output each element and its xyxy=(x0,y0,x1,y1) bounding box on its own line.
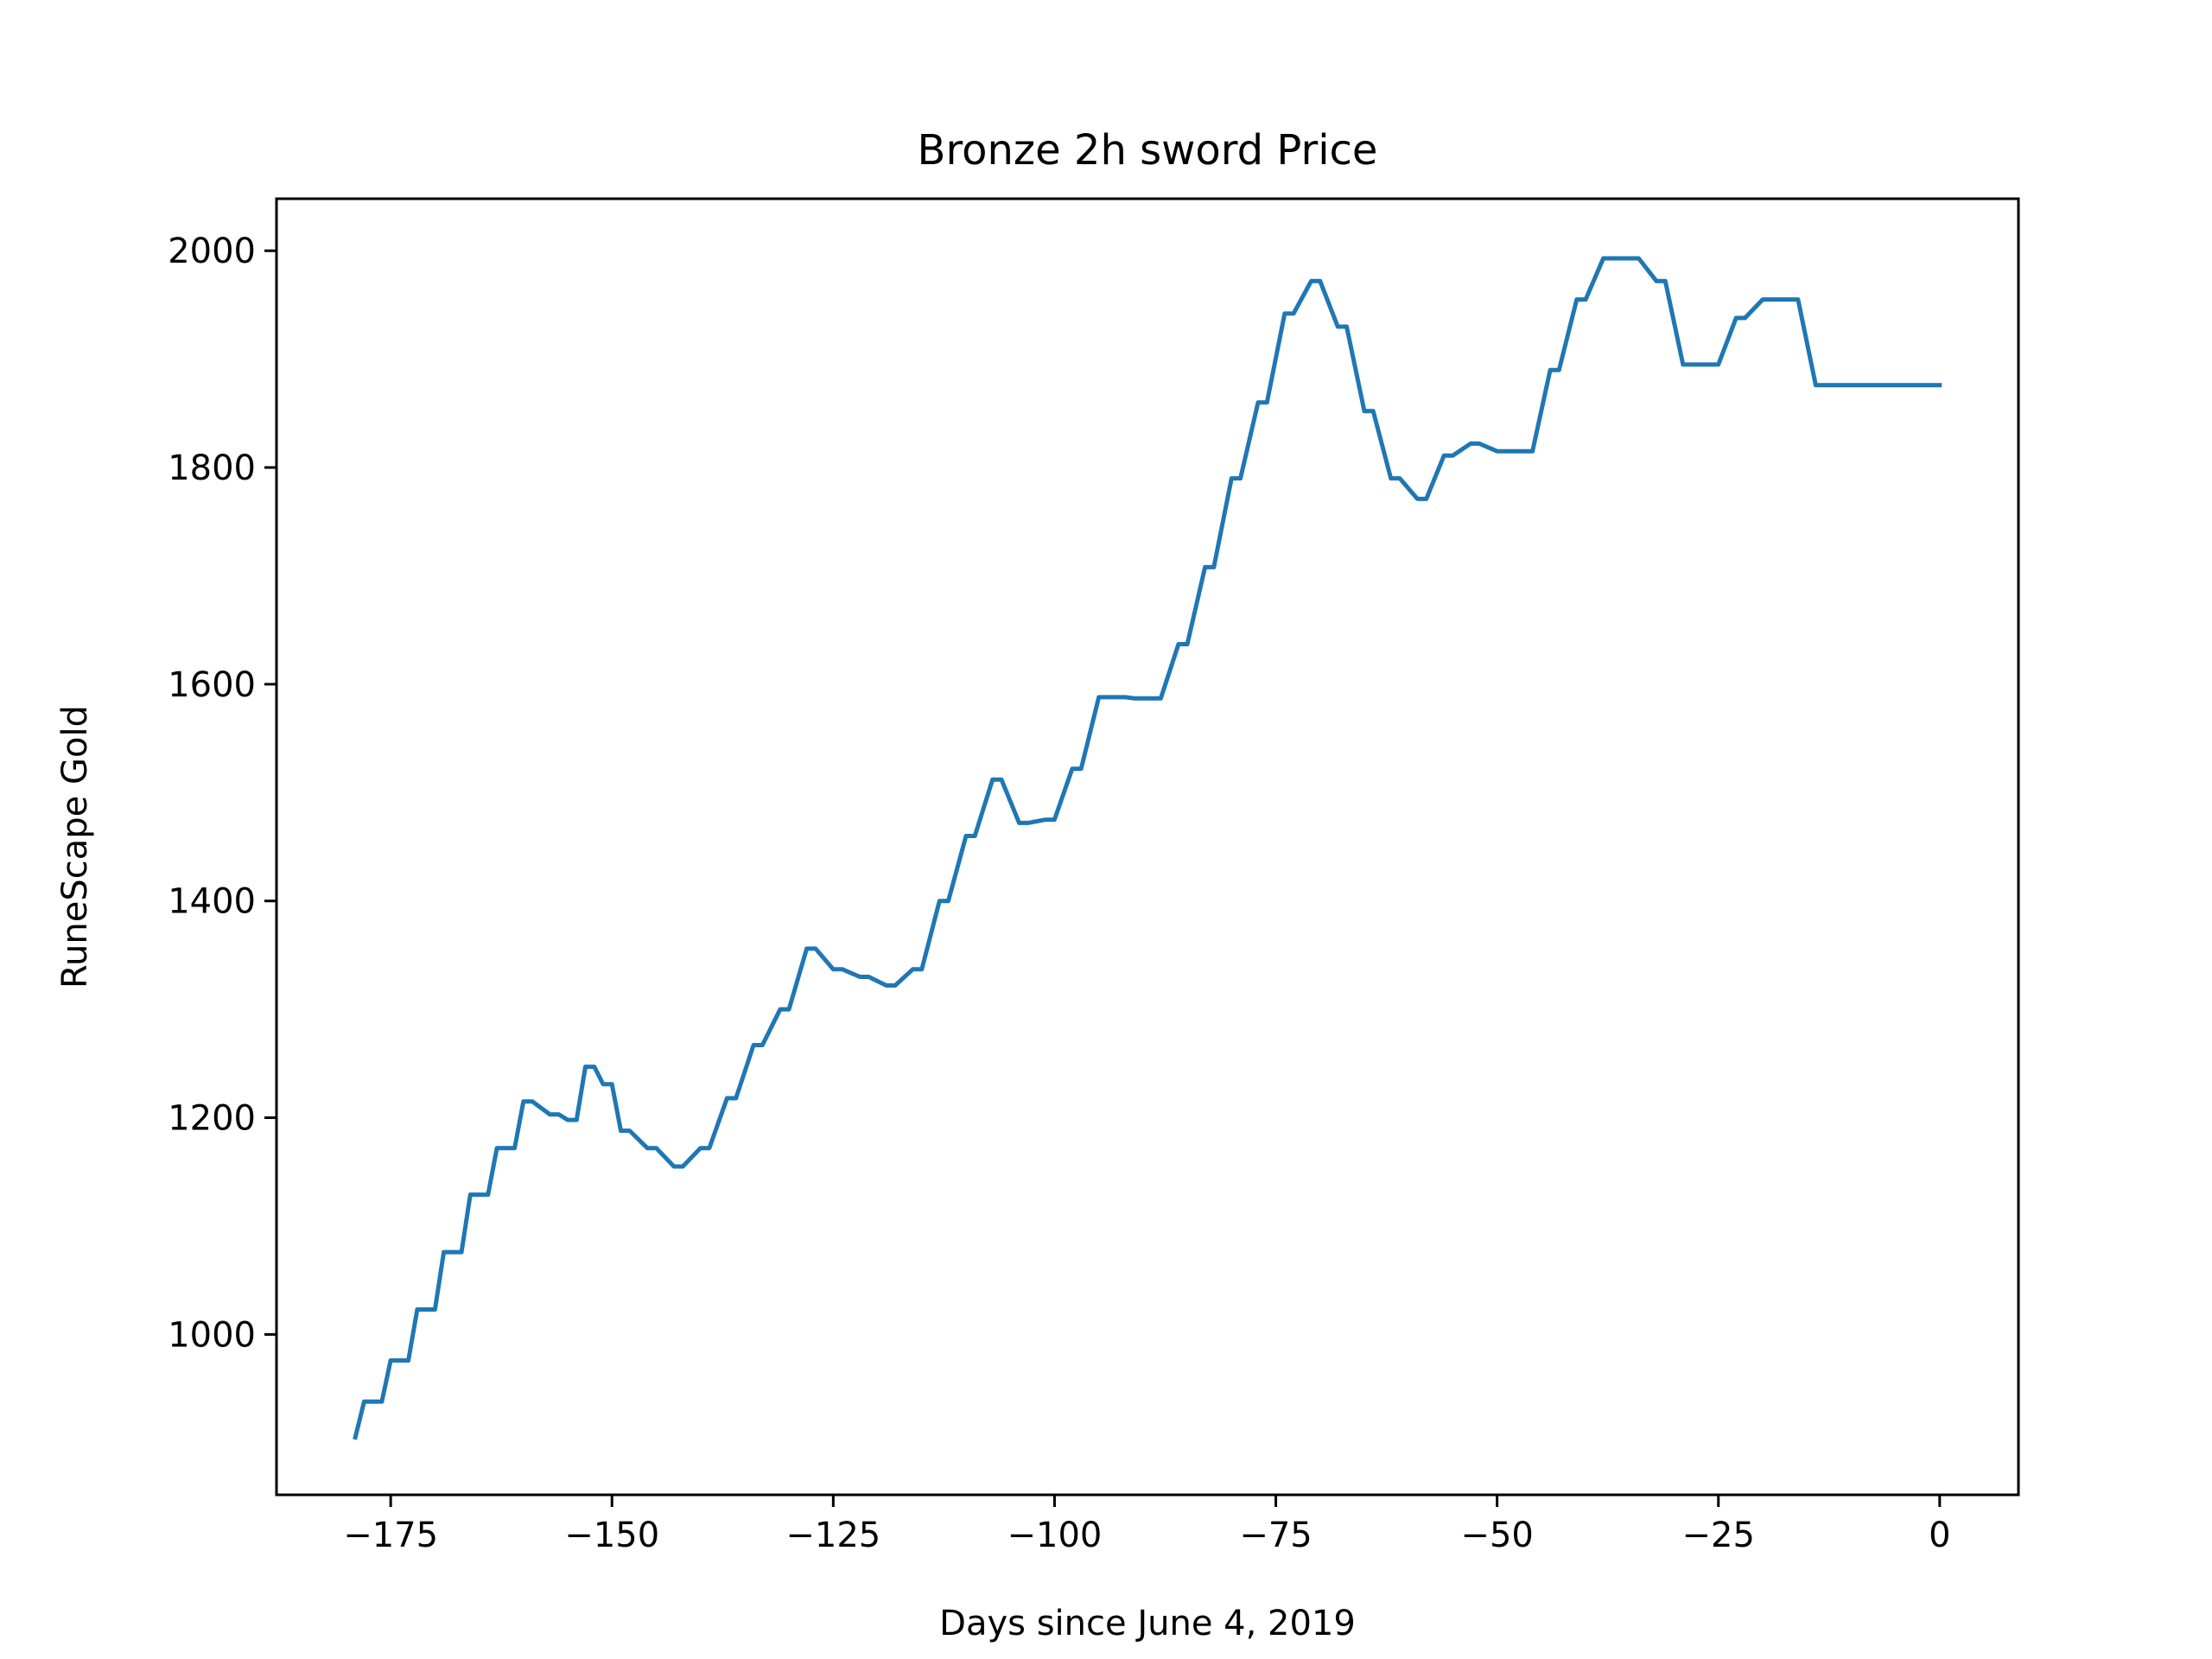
x-tick-label: 0 xyxy=(1929,1516,1950,1555)
y-tick-label: 1000 xyxy=(168,1315,256,1355)
y-tick-label: 2000 xyxy=(168,232,256,271)
x-axis-title: Days since June 4, 2019 xyxy=(939,1604,1356,1643)
x-tick-label: −125 xyxy=(785,1516,880,1555)
plot-area: −175 −150 −125 −100 −75 −50 −25 0 1000 1200 1400 16… xyxy=(168,197,2020,1555)
x-tick-label: −75 xyxy=(1239,1516,1312,1555)
chart-title: Bronze 2h sword Price xyxy=(918,126,1378,175)
x-tick-label: −150 xyxy=(564,1516,659,1555)
y-tick-label: 1600 xyxy=(168,665,256,705)
series-line-0 xyxy=(353,256,1942,1440)
x-tick-label: −25 xyxy=(1682,1516,1755,1555)
x-tick-label: −100 xyxy=(1007,1516,1103,1555)
y-tick-label: 1800 xyxy=(168,448,256,488)
x-tick-label: −50 xyxy=(1460,1516,1533,1555)
y-axis-title: RuneScape Gold xyxy=(55,705,95,988)
y-tick-label: 1400 xyxy=(168,882,256,922)
axes-frame xyxy=(275,197,2020,1497)
y-tick-label: 1200 xyxy=(168,1099,256,1139)
x-tick-label: −175 xyxy=(343,1516,438,1555)
